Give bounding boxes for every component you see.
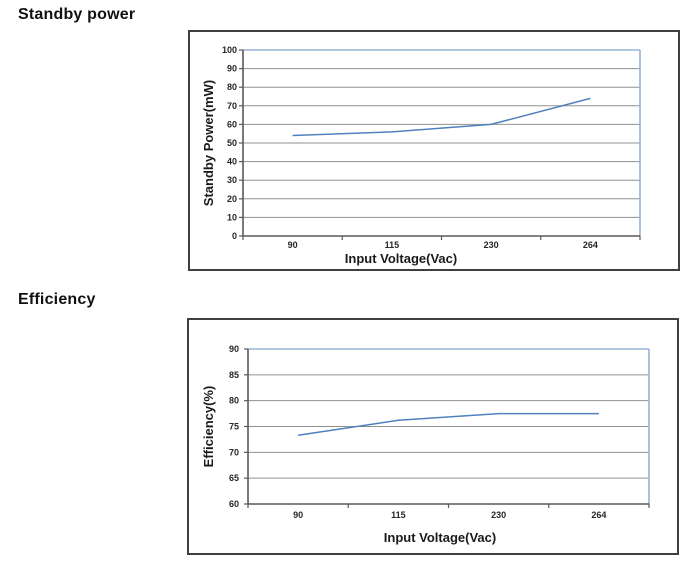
y-tick-label: 20 bbox=[227, 194, 237, 204]
x-axis-title: Input Voltage(Vac) bbox=[345, 251, 457, 266]
x-tick-label: 230 bbox=[491, 510, 506, 520]
standby-power-chart-series-line bbox=[292, 97, 591, 137]
y-tick-label: 60 bbox=[227, 119, 237, 129]
y-tick-label: 65 bbox=[229, 473, 239, 483]
y-tick-label: 30 bbox=[227, 175, 237, 185]
efficiency-chart: 60 65 70 75 80 85 90 90 115 230 264 Input Voltage(V… bbox=[201, 344, 650, 545]
y-tick-label: 75 bbox=[229, 422, 239, 432]
y-tick-label: 70 bbox=[227, 101, 237, 111]
standby-power-heading: Standby power bbox=[18, 6, 136, 23]
gridlines bbox=[243, 68, 640, 218]
y-tick-label: 100 bbox=[222, 45, 237, 55]
x-tick-labels: 90 115 230 264 bbox=[288, 240, 598, 250]
y-tick-label: 90 bbox=[229, 344, 239, 354]
efficiency-chart-series-line bbox=[298, 412, 599, 437]
x-tick-label: 115 bbox=[385, 240, 400, 250]
y-tick-label: 70 bbox=[229, 447, 239, 457]
y-axis-ticks: 0 10 20 30 40 50 60 70 80 90 100 bbox=[222, 45, 243, 241]
y-tick-label: 85 bbox=[229, 370, 239, 380]
gridlines bbox=[248, 374, 649, 479]
x-tick-label: 264 bbox=[583, 240, 598, 250]
standby-power-chart-frame: 0 10 20 30 40 50 60 70 80 90 100 90 115 230 264 Input V… bbox=[188, 30, 680, 271]
x-tick-label: 90 bbox=[288, 240, 298, 250]
x-tick-label: 230 bbox=[484, 240, 499, 250]
x-axis-title: Input Voltage(Vac) bbox=[384, 530, 496, 545]
efficiency-heading: Efficiency bbox=[18, 291, 96, 308]
y-tick-label: 0 bbox=[232, 231, 237, 241]
x-tick-labels: 90 115 230 264 bbox=[293, 510, 606, 520]
y-tick-label: 40 bbox=[227, 157, 237, 167]
x-tick-label: 90 bbox=[293, 510, 303, 520]
plot-border bbox=[243, 49, 641, 236]
x-axis-ticks bbox=[242, 236, 641, 240]
efficiency-chart-frame: 60 65 70 75 80 85 90 90 115 230 264 Input Voltage(V… bbox=[187, 318, 679, 555]
x-tick-label: 115 bbox=[391, 510, 406, 520]
y-axis-ticks: 60 65 70 75 80 85 90 bbox=[229, 344, 248, 509]
x-tick-label: 264 bbox=[591, 510, 606, 520]
y-axis-title: Efficiency(%) bbox=[201, 386, 216, 468]
y-tick-label: 60 bbox=[229, 499, 239, 509]
standby-power-chart: 0 10 20 30 40 50 60 70 80 90 100 90 115 230 264 Input V… bbox=[201, 45, 641, 266]
y-tick-label: 80 bbox=[229, 396, 239, 406]
y-tick-label: 10 bbox=[227, 212, 237, 222]
x-axis-ticks bbox=[247, 504, 650, 508]
y-axis-title: Standby Power(mW) bbox=[201, 80, 216, 206]
y-tick-label: 50 bbox=[227, 138, 237, 148]
plot-border bbox=[248, 348, 650, 504]
y-tick-label: 90 bbox=[227, 64, 237, 74]
y-tick-label: 80 bbox=[227, 82, 237, 92]
